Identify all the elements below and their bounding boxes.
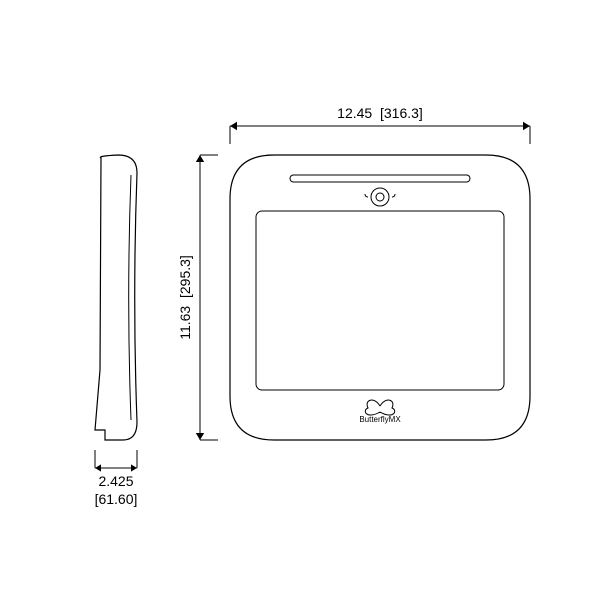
brand-label: ButterflyMX (359, 415, 401, 424)
dimension-depth-inches: 2.425 (98, 473, 133, 489)
dimension-height: 11.63 [295.3] (177, 155, 218, 440)
dimension-width: 12.45 [316.3] (230, 105, 530, 144)
front-view: ButterflyMX (230, 155, 530, 440)
dimension-depth: 2.425 [61.60] (95, 450, 138, 507)
dimension-height-label: 11.63 [295.3] (177, 255, 193, 340)
device-body-outline (230, 155, 530, 440)
brand-logo: ButterflyMX (359, 400, 401, 424)
camera-lens (376, 193, 384, 201)
side-inner-line (129, 175, 131, 420)
screen-outline (256, 211, 504, 390)
dimension-width-label: 12.45 [316.3] (337, 105, 423, 121)
dimension-depth-mm: [61.60] (95, 491, 138, 507)
butterfly-icon (365, 400, 394, 415)
speaker-slot (290, 175, 470, 182)
camera-ring (371, 188, 389, 206)
side-view (95, 155, 137, 440)
